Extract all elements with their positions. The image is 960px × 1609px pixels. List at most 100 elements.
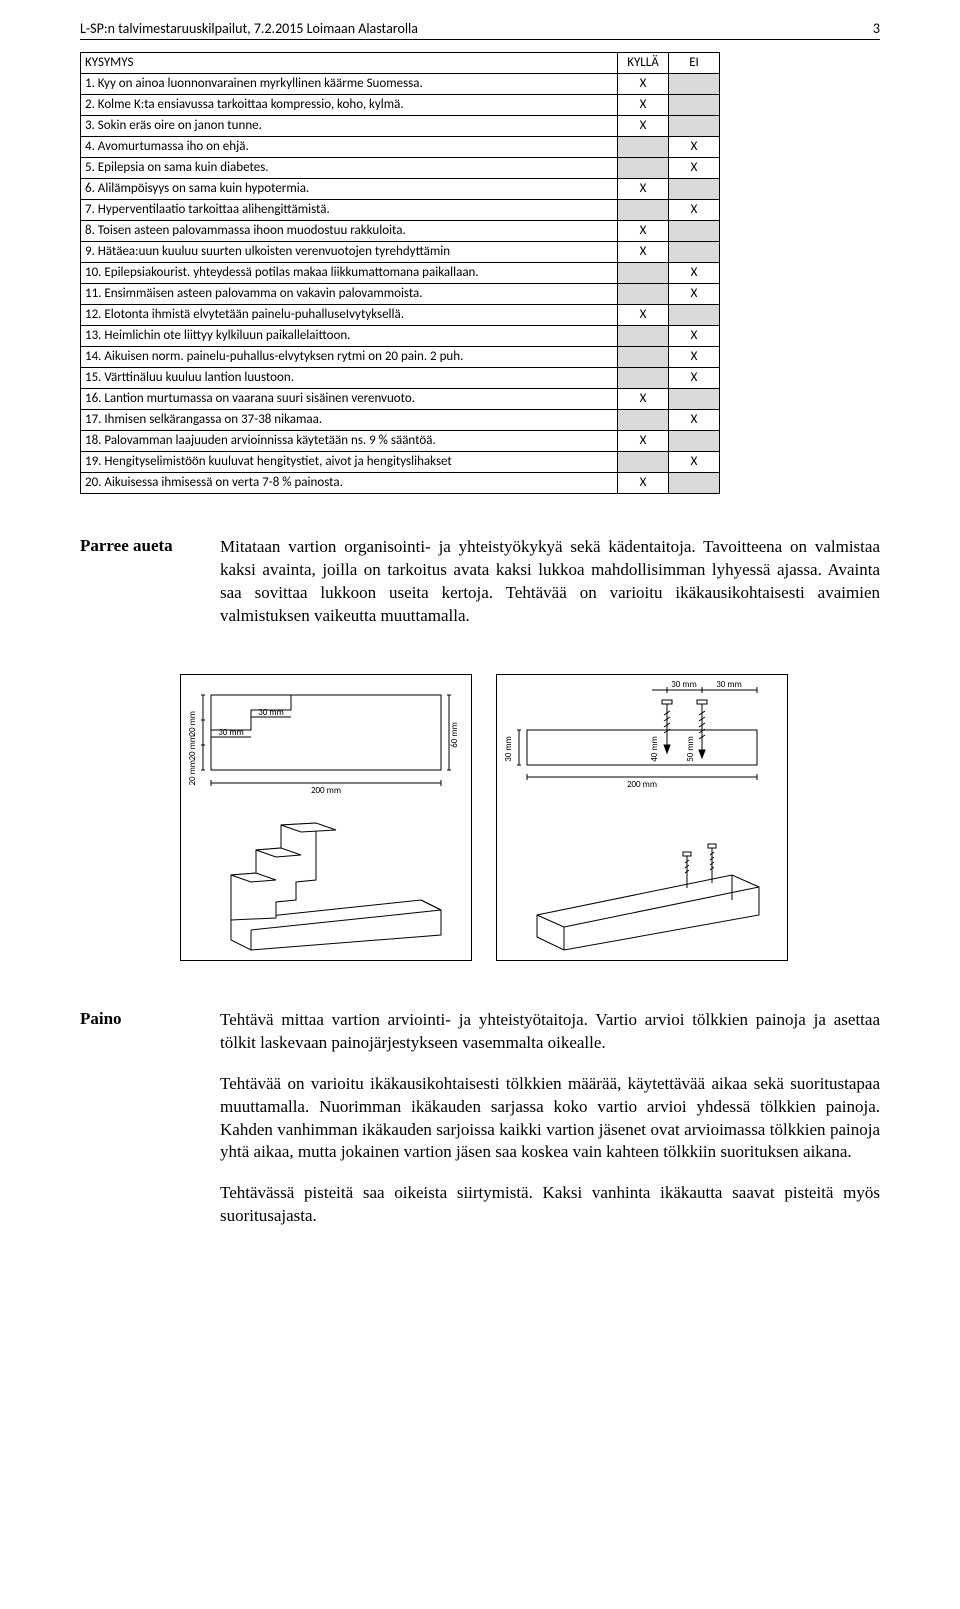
dim-step-a: 20 mm — [187, 711, 198, 737]
no-cell — [669, 116, 720, 137]
table-row: 2. Kolme K:ta ensiavussa tarkoittaa komp… — [81, 95, 720, 116]
question-cell: 12. Elotonta ihmistä elvytetään painelu-… — [81, 305, 618, 326]
no-cell: X — [669, 347, 720, 368]
table-row: 16. Lantion murtumassa on vaarana suuri … — [81, 389, 720, 410]
dim-inset1: 30 mm — [671, 679, 697, 690]
question-cell: 10. Epilepsiakourist. yhteydessä potilas… — [81, 263, 618, 284]
yes-cell — [618, 263, 669, 284]
diagram-right: 30 mm 30 mm 30 mm 40 mm 50 mm 200 mm — [496, 674, 788, 961]
table-row: 10. Epilepsiakourist. yhteydessä potilas… — [81, 263, 720, 284]
yes-cell: X — [618, 116, 669, 137]
no-cell — [669, 431, 720, 452]
page-header: L-SP:n talvimestaruuskilpailut, 7.2.2015… — [80, 20, 880, 40]
yes-cell — [618, 452, 669, 473]
table-row: 9. Hätäea:uun kuuluu suurten ulkoisten v… — [81, 242, 720, 263]
question-cell: 7. Hyperventilaatio tarkoittaa alihengit… — [81, 200, 618, 221]
dim-h2: 40 mm — [649, 736, 660, 762]
dim-width-left: 200 mm — [311, 785, 341, 796]
no-cell: X — [669, 368, 720, 389]
question-cell: 20. Aikuisessa ihmisessä on verta 7-8 % … — [81, 473, 618, 494]
no-cell — [669, 74, 720, 95]
question-cell: 15. Värttinäluu kuuluu lantion luustoon. — [81, 368, 618, 389]
question-cell: 14. Aikuisen norm. painelu-puhallus-elvy… — [81, 347, 618, 368]
dim-step-b: 20 mm — [187, 735, 198, 761]
table-row: 6. Alilämpöisyys on sama kuin hypotermia… — [81, 179, 720, 200]
section-label-paino: Paino — [80, 1009, 220, 1247]
no-cell — [669, 179, 720, 200]
no-cell: X — [669, 137, 720, 158]
table-row: 20. Aikuisessa ihmisessä on verta 7-8 % … — [81, 473, 720, 494]
paino-p3: Tehtävässä pisteitä saa oikeista siirtym… — [220, 1182, 880, 1228]
table-row: 3. Sokin eräs oire on janon tunne.X — [81, 116, 720, 137]
dim-height: 60 mm — [449, 722, 460, 748]
table-row: 13. Heimlichin ote liittyy kylkiluun pai… — [81, 326, 720, 347]
table-row: 1. Kyy on ainoa luonnonvarainen myrkylli… — [81, 74, 720, 95]
quiz-table: KYSYMYS KYLLÄ EI 1. Kyy on ainoa luonnon… — [80, 52, 720, 494]
dim-width-right: 200 mm — [627, 779, 657, 790]
yes-cell — [618, 158, 669, 179]
yes-cell: X — [618, 473, 669, 494]
yes-cell — [618, 347, 669, 368]
question-cell: 17. Ihmisen selkärangassa on 37-38 nikam… — [81, 410, 618, 431]
section-parree: Parree aueta Mitataan vartion organisoin… — [80, 536, 880, 646]
yes-cell — [618, 137, 669, 158]
table-row: 4. Avomurtumassa iho on ehjä. X — [81, 137, 720, 158]
yes-cell: X — [618, 74, 669, 95]
table-row: 15. Värttinäluu kuuluu lantion luustoon.… — [81, 368, 720, 389]
header-title: L-SP:n talvimestaruuskilpailut, 7.2.2015… — [80, 20, 418, 37]
table-row: 17. Ihmisen selkärangassa on 37-38 nikam… — [81, 410, 720, 431]
dim-cut2: 30 mm — [218, 727, 244, 738]
section-label: Parree aueta — [80, 536, 220, 646]
table-row: 18. Palovamman laajuuden arvioinnissa kä… — [81, 431, 720, 452]
yes-cell: X — [618, 95, 669, 116]
table-row: 8. Toisen asteen palovammassa ihoon muod… — [81, 221, 720, 242]
question-cell: 4. Avomurtumassa iho on ehjä. — [81, 137, 618, 158]
question-cell: 19. Hengityselimistöön kuuluvat hengitys… — [81, 452, 618, 473]
table-row: 11. Ensimmäisen asteen palovamma on vaka… — [81, 284, 720, 305]
yes-cell — [618, 200, 669, 221]
col-question: KYSYMYS — [81, 53, 618, 74]
question-cell: 8. Toisen asteen palovammassa ihoon muod… — [81, 221, 618, 242]
no-cell: X — [669, 326, 720, 347]
question-cell: 6. Alilämpöisyys on sama kuin hypotermia… — [81, 179, 618, 200]
question-cell: 1. Kyy on ainoa luonnonvarainen myrkylli… — [81, 74, 618, 95]
yes-cell: X — [618, 431, 669, 452]
yes-cell — [618, 284, 669, 305]
parree-p1: Mitataan vartion organisointi- ja yhteis… — [220, 536, 880, 628]
no-cell: X — [669, 158, 720, 179]
question-cell: 13. Heimlichin ote liittyy kylkiluun pai… — [81, 326, 618, 347]
table-row: 14. Aikuisen norm. painelu-puhallus-elvy… — [81, 347, 720, 368]
diagrams-row: 20 mm 20 mm 20 mm 30 mm 30 mm 60 mm 200 … — [80, 674, 880, 961]
no-cell: X — [669, 410, 720, 431]
yes-cell — [618, 368, 669, 389]
table-row: 12. Elotonta ihmistä elvytetään painelu-… — [81, 305, 720, 326]
dim-cut1: 30 mm — [258, 707, 284, 718]
question-cell: 9. Hätäea:uun kuuluu suurten ulkoisten v… — [81, 242, 618, 263]
dim-h3: 50 mm — [685, 736, 696, 762]
no-cell — [669, 473, 720, 494]
no-cell — [669, 221, 720, 242]
yes-cell: X — [618, 305, 669, 326]
yes-cell — [618, 326, 669, 347]
no-cell: X — [669, 200, 720, 221]
yes-cell: X — [618, 389, 669, 410]
col-yes: KYLLÄ — [618, 53, 669, 74]
paino-p2: Tehtävää on varioitu ikäkausikohtaisesti… — [220, 1073, 880, 1165]
no-cell — [669, 389, 720, 410]
no-cell — [669, 95, 720, 116]
header-page: 3 — [873, 20, 880, 37]
col-no: EI — [669, 53, 720, 74]
table-row: 19. Hengityselimistöön kuuluvat hengitys… — [81, 452, 720, 473]
dim-inset2: 30 mm — [716, 679, 742, 690]
question-cell: 16. Lantion murtumassa on vaarana suuri … — [81, 389, 618, 410]
yes-cell: X — [618, 179, 669, 200]
diagram-left: 20 mm 20 mm 20 mm 30 mm 30 mm 60 mm 200 … — [180, 674, 472, 961]
no-cell — [669, 305, 720, 326]
table-row: 7. Hyperventilaatio tarkoittaa alihengit… — [81, 200, 720, 221]
question-cell: 3. Sokin eräs oire on janon tunne. — [81, 116, 618, 137]
yes-cell: X — [618, 242, 669, 263]
paino-p1: Tehtävä mittaa vartion arviointi- ja yht… — [220, 1009, 880, 1055]
yes-cell: X — [618, 221, 669, 242]
no-cell: X — [669, 452, 720, 473]
yes-cell — [618, 410, 669, 431]
